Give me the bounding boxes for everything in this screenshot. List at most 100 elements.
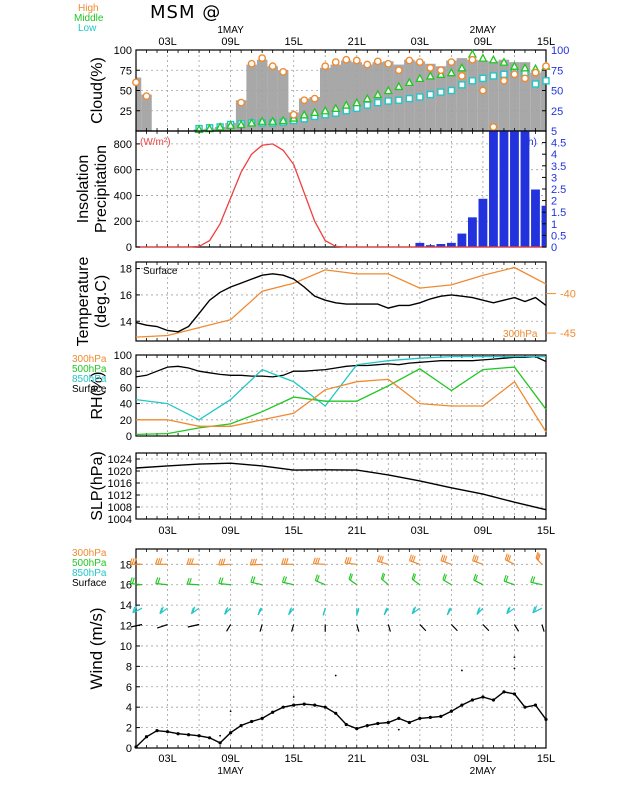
wind-barb-shaft (155, 582, 168, 586)
wind-dot (460, 669, 463, 672)
wind-barb-850hpa (356, 607, 360, 616)
wind-barb-500hpa (250, 576, 263, 586)
insolation-unit: (W/m²) (140, 137, 171, 148)
wind-barb-flag (440, 554, 444, 561)
wind-barb-flag (251, 558, 255, 565)
wind-surface-point (470, 698, 475, 702)
cloud-total-bar (267, 66, 278, 131)
rh-legend-surface: Surface (72, 384, 107, 395)
temperature-300hpa-annotation: 300hPa (503, 329, 538, 340)
bottom-time-tick: 03L (411, 753, 429, 765)
wind-barb-flag (249, 558, 253, 566)
insolation-ytick-right-label: 2.5 (551, 184, 566, 196)
cloud-middle-marker (520, 62, 530, 72)
wind-barb-shaft (159, 607, 168, 615)
wind-surface-point (481, 695, 485, 699)
wind-barb-flag (477, 607, 481, 614)
wind-barb-500hpa (129, 577, 143, 586)
cloud-middle-marker (278, 115, 288, 125)
wind-barb-flag (378, 555, 382, 562)
cloud-middle-marker (415, 73, 425, 82)
wind-barb-flag (356, 607, 360, 615)
wind-dot (229, 710, 232, 713)
insolation-ytick-right-label: 4.5 (551, 138, 566, 150)
mid-time-tick: 15L (285, 525, 303, 537)
precip-bar (499, 131, 509, 247)
cloud-high-marker (310, 94, 319, 103)
wind-barb-flag (316, 575, 320, 582)
rh-ytick-label: 60 (120, 382, 132, 394)
rh-frame (135, 354, 547, 437)
wind-barb-flag (250, 576, 254, 583)
cloud-middle-marker (509, 61, 520, 70)
wind-barb-flag (186, 577, 190, 585)
wind-legend-300hpa: 300hPa (72, 548, 107, 559)
wind-barb-850hpa (506, 606, 515, 615)
wind-barb-flag (532, 606, 536, 613)
mid-time-tick: 21L (348, 525, 366, 537)
cloud-low-marker (405, 94, 414, 103)
wind-ytick-label: 8 (126, 661, 132, 673)
wind-surface-point (323, 705, 327, 709)
wind-barb-shaft (282, 581, 294, 586)
wind-barb-850hpa (288, 607, 295, 616)
insolation-ytick-label: 400 (114, 190, 132, 202)
cloud-high-marker (415, 58, 424, 67)
wind-barb-500hpa (218, 577, 231, 586)
insolation-ytick-right-label: 2 (551, 196, 557, 208)
wind-barb-flag (503, 574, 507, 582)
wind-barb-flag (258, 607, 262, 614)
legend-high: High (78, 3, 99, 14)
cloud-middle-marker (268, 116, 278, 125)
wind-barb-shaft (387, 624, 391, 632)
rh-ytick-label: 20 (120, 415, 132, 427)
wind-barb-flag (507, 606, 511, 613)
wind-frame (135, 548, 547, 749)
cloud-low-marker (542, 77, 550, 85)
wind-barb-flag (131, 558, 135, 565)
wind-barb-shaft (482, 624, 490, 632)
wind-barb-flag (473, 573, 477, 581)
page-title: MSM @ (150, 2, 222, 23)
mid-time-tick: 09L (474, 525, 492, 537)
wind-barb-flag (220, 558, 224, 565)
cloud-ytick-label: 75 (120, 65, 132, 77)
precip-unit: h) (528, 137, 537, 148)
wind-barb-flag (412, 606, 417, 613)
wind-barb-flag (188, 558, 192, 565)
rh-ytick-label: 100 (114, 350, 132, 362)
wind-surface-point (197, 734, 201, 738)
cloud-middle-marker (215, 122, 225, 131)
cloud-ytick-label: 100 (114, 45, 132, 57)
insolation-line (136, 143, 546, 248)
cloud-high-marker (342, 55, 351, 64)
wind-dot (513, 667, 516, 670)
wind-barb-flag (222, 558, 226, 565)
wind-legend-850hpa: 850hPa (72, 568, 107, 579)
wind-barb-flag (380, 556, 384, 563)
wind-barb-surface (482, 624, 490, 632)
cloud-low-marker (447, 86, 456, 95)
wind-barb-shaft (411, 607, 421, 615)
wind-barb-surface (387, 624, 391, 632)
wind-barb-flag (129, 577, 133, 584)
rh-ytick-label: 40 (120, 399, 132, 411)
wind-barb-850hpa (190, 606, 200, 615)
wind-surface-point (407, 720, 411, 725)
wind-barb-shaft (187, 583, 200, 586)
wind-barb-surface (291, 624, 295, 632)
wind-barb-shaft (377, 560, 389, 565)
cloud-high-marker (352, 56, 361, 65)
wind-ytick-label: 16 (120, 580, 132, 592)
wind-surface-point (313, 703, 317, 707)
precip-bar (541, 205, 546, 247)
wind-surface-point (460, 703, 464, 707)
wind-barb-flag (155, 577, 159, 584)
cloud-high-marker (468, 55, 477, 64)
wind-dot (292, 696, 295, 698)
wind-surface-point (165, 730, 170, 734)
wind-barb-shaft (130, 623, 143, 628)
wind-barb-850hpa (322, 607, 327, 616)
wind-surface-point (512, 692, 517, 696)
wind-barb-300hpa (186, 558, 200, 565)
